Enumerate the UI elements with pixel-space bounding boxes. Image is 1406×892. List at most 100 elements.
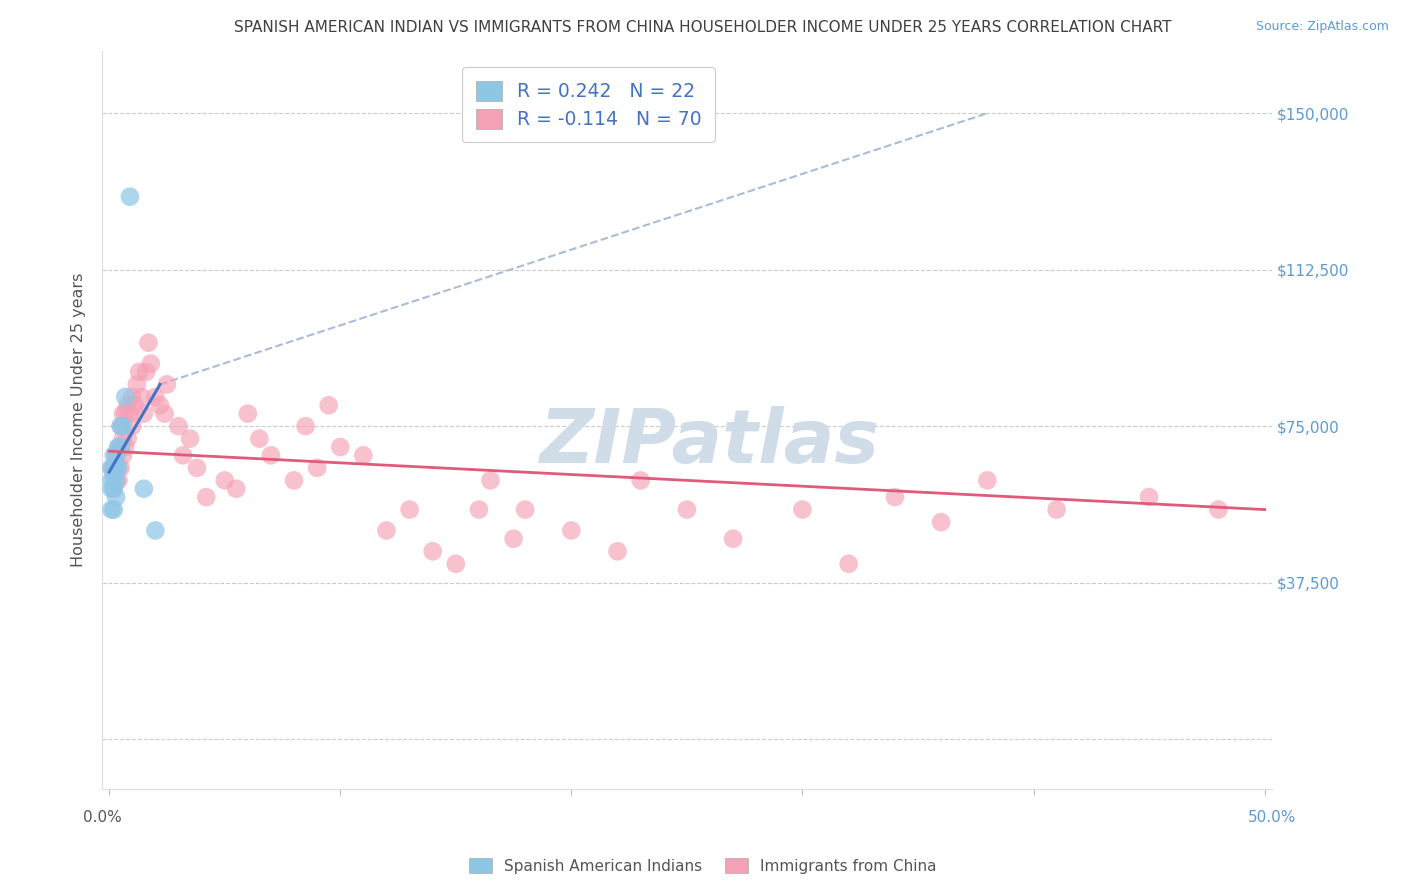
Point bbox=[105, 460, 128, 475]
Point bbox=[630, 474, 652, 488]
Point bbox=[502, 532, 524, 546]
Point bbox=[110, 440, 132, 454]
Point bbox=[172, 448, 194, 462]
Point bbox=[103, 469, 125, 483]
Point bbox=[118, 190, 141, 204]
Point bbox=[107, 440, 129, 454]
Point bbox=[167, 419, 190, 434]
Point bbox=[111, 432, 134, 446]
Point bbox=[153, 407, 176, 421]
Point bbox=[513, 502, 536, 516]
Point bbox=[883, 490, 905, 504]
Y-axis label: Householder Income Under 25 years: Householder Income Under 25 years bbox=[72, 273, 86, 567]
Point bbox=[139, 357, 162, 371]
Point bbox=[107, 440, 129, 454]
Point bbox=[721, 532, 744, 546]
Point bbox=[111, 419, 134, 434]
Point bbox=[105, 474, 128, 488]
Point bbox=[294, 419, 316, 434]
Point bbox=[606, 544, 628, 558]
Point bbox=[138, 335, 160, 350]
Point bbox=[105, 460, 128, 475]
Point bbox=[283, 474, 305, 488]
Text: 0.0%: 0.0% bbox=[83, 810, 121, 825]
Text: ZIPatlas: ZIPatlas bbox=[540, 406, 880, 478]
Point bbox=[110, 460, 132, 475]
Point bbox=[145, 390, 167, 404]
Point bbox=[103, 448, 125, 462]
Point bbox=[1208, 502, 1230, 516]
Point bbox=[118, 407, 141, 421]
Point bbox=[195, 490, 218, 504]
Point bbox=[105, 448, 128, 462]
Point bbox=[107, 460, 129, 475]
Point bbox=[307, 460, 329, 475]
Point bbox=[107, 474, 129, 488]
Point bbox=[792, 502, 814, 516]
Point bbox=[110, 440, 132, 454]
Text: 50.0%: 50.0% bbox=[1247, 810, 1296, 825]
Point bbox=[100, 474, 122, 488]
Point bbox=[838, 557, 860, 571]
Legend: R = 0.242   N = 22, R = -0.114   N = 70: R = 0.242 N = 22, R = -0.114 N = 70 bbox=[463, 68, 714, 142]
Point bbox=[1046, 502, 1069, 516]
Point bbox=[398, 502, 420, 516]
Point bbox=[422, 544, 444, 558]
Point bbox=[110, 419, 132, 434]
Point bbox=[236, 407, 259, 421]
Point bbox=[444, 557, 467, 571]
Point bbox=[214, 474, 236, 488]
Text: SPANISH AMERICAN INDIAN VS IMMIGRANTS FROM CHINA HOUSEHOLDER INCOME UNDER 25 YEA: SPANISH AMERICAN INDIAN VS IMMIGRANTS FR… bbox=[235, 20, 1171, 35]
Point bbox=[105, 490, 128, 504]
Point bbox=[103, 502, 125, 516]
Point bbox=[375, 524, 398, 538]
Point bbox=[156, 377, 179, 392]
Point bbox=[111, 448, 134, 462]
Point bbox=[560, 524, 582, 538]
Point bbox=[103, 482, 125, 496]
Point bbox=[128, 365, 150, 379]
Point bbox=[225, 482, 247, 496]
Point bbox=[105, 474, 128, 488]
Point bbox=[260, 448, 283, 462]
Point bbox=[114, 390, 136, 404]
Point bbox=[117, 432, 139, 446]
Point bbox=[114, 440, 136, 454]
Point bbox=[247, 432, 270, 446]
Point bbox=[124, 398, 146, 412]
Point bbox=[100, 460, 122, 475]
Point bbox=[117, 398, 139, 412]
Text: Source: ZipAtlas.com: Source: ZipAtlas.com bbox=[1256, 20, 1389, 33]
Point bbox=[100, 460, 122, 475]
Point bbox=[676, 502, 699, 516]
Point bbox=[468, 502, 491, 516]
Point bbox=[131, 390, 153, 404]
Point bbox=[100, 482, 122, 496]
Point bbox=[125, 377, 148, 392]
Point bbox=[179, 432, 201, 446]
Point bbox=[149, 398, 172, 412]
Point bbox=[1137, 490, 1160, 504]
Point bbox=[929, 515, 952, 529]
Point bbox=[103, 460, 125, 475]
Point bbox=[976, 474, 998, 488]
Legend: Spanish American Indians, Immigrants from China: Spanish American Indians, Immigrants fro… bbox=[463, 852, 943, 880]
Point bbox=[186, 460, 208, 475]
Point bbox=[145, 524, 167, 538]
Point bbox=[121, 390, 143, 404]
Point bbox=[352, 448, 374, 462]
Point bbox=[114, 407, 136, 421]
Point bbox=[479, 474, 502, 488]
Point bbox=[135, 365, 157, 379]
Point bbox=[103, 482, 125, 496]
Point bbox=[121, 419, 143, 434]
Point bbox=[132, 482, 155, 496]
Point bbox=[132, 407, 155, 421]
Point bbox=[110, 419, 132, 434]
Point bbox=[318, 398, 340, 412]
Point bbox=[111, 407, 134, 421]
Point bbox=[100, 502, 122, 516]
Point bbox=[329, 440, 352, 454]
Point bbox=[105, 448, 128, 462]
Point bbox=[103, 460, 125, 475]
